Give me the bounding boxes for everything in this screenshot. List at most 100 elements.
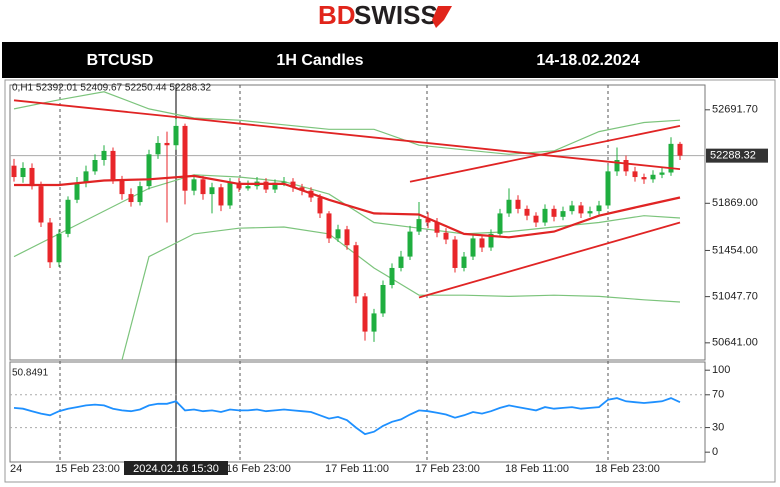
candle-body [551, 208, 557, 217]
band-line [121, 226, 681, 361]
candle-body [326, 213, 332, 239]
crosshair-label-box [124, 461, 228, 475]
candle-body [614, 160, 620, 172]
candle-body [452, 239, 458, 268]
candle-body [65, 199, 71, 234]
candle-body [317, 197, 323, 214]
candle-body [245, 186, 251, 189]
candle-body [38, 186, 44, 223]
candle-body [110, 150, 116, 180]
candle-body [74, 182, 80, 200]
trendline [13, 99, 681, 170]
candle-body [659, 172, 665, 175]
candle-body [641, 177, 647, 180]
candle-body [83, 171, 89, 183]
candle-body [353, 245, 359, 297]
candle-body [290, 181, 296, 188]
logo-bd: BD [318, 0, 356, 30]
candle-body [119, 179, 125, 195]
x-tick-label: 15 Feb 23:00 [55, 463, 120, 475]
x-tick-label: 16 Feb 23:00 [226, 463, 291, 475]
y-tick-label: 30 [712, 421, 724, 433]
candle-body [218, 187, 224, 206]
trendline [409, 125, 681, 183]
candle-body [398, 256, 404, 268]
candle-body [263, 181, 269, 190]
candle-body [146, 154, 152, 187]
current-price-tag [706, 148, 768, 163]
candle-body [677, 143, 683, 156]
candle-body [488, 233, 494, 248]
candle-body [47, 222, 53, 263]
symbol: BTCUSD [87, 52, 154, 69]
logo-swiss: SWISS [354, 0, 438, 30]
y-tick-label: 51047.70 [712, 291, 758, 303]
candle-body [200, 179, 206, 195]
candle-body [650, 174, 656, 180]
y-tick-label: 0 [712, 446, 718, 458]
candle-body [299, 187, 305, 191]
x-tick-label: 18 Feb 23:00 [595, 463, 660, 475]
candle-body [632, 171, 638, 178]
candle-body [596, 205, 602, 212]
moving-average [14, 174, 681, 239]
timeframe: 1H Candles [276, 52, 363, 69]
date-range: 14-18.02.2024 [536, 52, 639, 69]
rsi-line [13, 397, 681, 436]
ohlc-readout: 0,H1 52392.01 52409.67 52250.44 52288.32 [12, 83, 212, 94]
x-tick-label: 24 [10, 463, 22, 475]
candle-body [470, 238, 476, 257]
candle-body [101, 150, 107, 160]
candle-body [668, 143, 674, 173]
candle-body [173, 125, 179, 146]
candle-body [272, 182, 278, 190]
y-tick-label: 51454.00 [712, 244, 758, 256]
candle-body [569, 205, 575, 212]
candle-body [164, 142, 170, 146]
y-tick-label: 52691.70 [712, 104, 758, 116]
candle-body [92, 160, 98, 172]
candle-body [542, 208, 548, 223]
candle-body [407, 231, 413, 257]
candle-body [524, 208, 530, 216]
candle-body [20, 167, 26, 178]
candle-body [587, 211, 593, 214]
x-tick-label: 17 Feb 11:00 [325, 463, 389, 475]
y-tick-label: 100 [712, 364, 730, 376]
candle-body [362, 296, 368, 332]
candle-body [578, 205, 584, 214]
candle-body [623, 160, 629, 172]
candle-body [461, 256, 467, 268]
main-panel [9, 84, 706, 361]
candle-body [425, 219, 431, 223]
y-tick-label: 50641.00 [712, 337, 758, 349]
candle-body [155, 142, 161, 155]
candle-body [128, 194, 134, 203]
candle-body [416, 219, 422, 232]
candle-body [29, 167, 35, 187]
current-price-label: 52288.32 [710, 150, 756, 162]
candle-body [515, 199, 521, 209]
trendline [418, 221, 681, 299]
candle-body [137, 186, 143, 203]
y-tick-label: 51869.00 [712, 197, 758, 209]
candle-body [443, 232, 449, 240]
candle-body [497, 213, 503, 234]
x-tick-label: 2024.02.16 15:30 [133, 463, 219, 475]
candle-body [191, 179, 197, 191]
candle-body [11, 165, 17, 178]
logo-flag [432, 6, 452, 28]
candle-body [371, 313, 377, 332]
candle-body [344, 229, 350, 246]
candle-body [605, 171, 611, 206]
chart-frame [4, 79, 776, 483]
candle-body [281, 181, 287, 183]
candle-body [56, 233, 62, 263]
y-tick-label: 70 [712, 389, 724, 401]
candle-body [434, 222, 440, 233]
rsi-readout: 50.8491 [12, 368, 49, 379]
candle-body [209, 187, 215, 195]
candle-body [236, 182, 242, 189]
